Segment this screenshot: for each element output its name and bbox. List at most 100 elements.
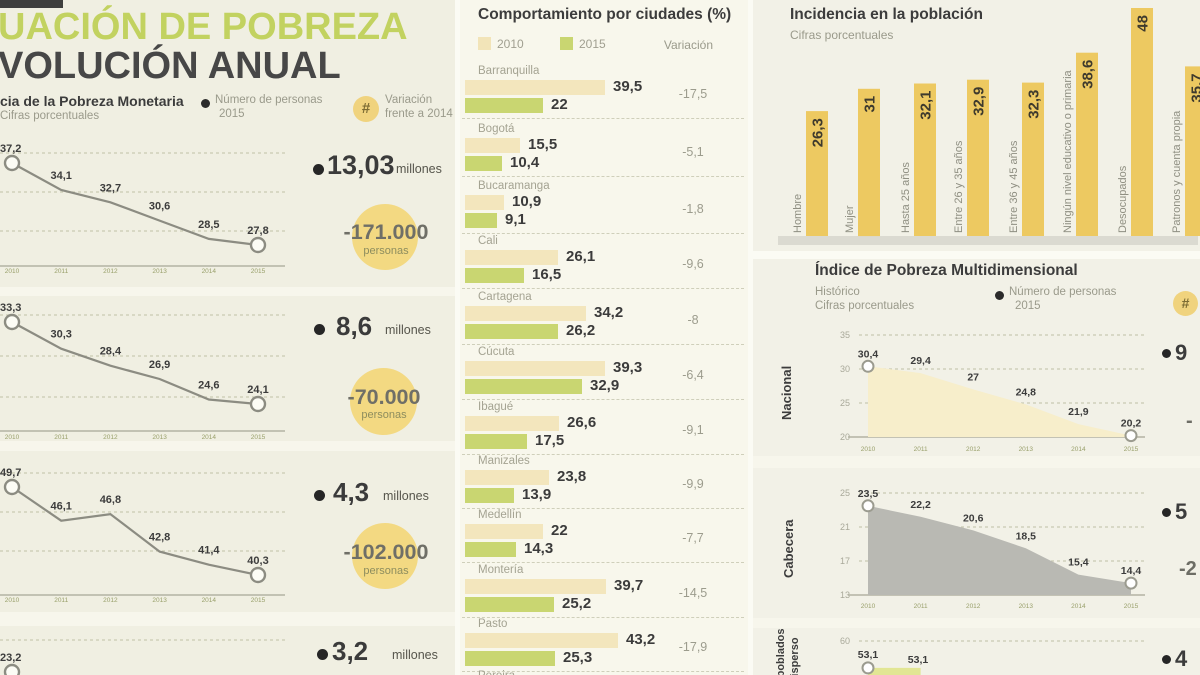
bar-2010-value: 43,2 — [626, 631, 656, 648]
svg-text:33,3: 33,3 — [0, 302, 21, 314]
svg-text:30,3: 30,3 — [50, 329, 71, 341]
millones-suffix: millones — [385, 323, 431, 337]
legend-variacion-line1: Variación — [385, 94, 433, 106]
svg-text:2015: 2015 — [1124, 603, 1139, 610]
legend-swatch-2015 — [560, 37, 573, 50]
svg-text:17: 17 — [840, 556, 850, 566]
line-chart-monetaria-3: 49,7 46,1 46,8 42,8 41,4 40,3 2010 2011 2012 2013… — [0, 467, 285, 604]
svg-text:2014: 2014 — [202, 597, 217, 604]
variacion-sub: personas — [361, 409, 407, 421]
city-label: Ibagué — [478, 401, 514, 413]
variacion-sub: personas — [363, 245, 409, 257]
row-divider — [462, 176, 744, 177]
bar-2010-value: 10,9 — [512, 193, 542, 210]
svg-text:24,1: 24,1 — [247, 384, 268, 396]
svg-text:2013: 2013 — [152, 597, 167, 604]
bar-2010-value: 39,5 — [613, 78, 643, 95]
variacion-value: -6,4 — [682, 368, 704, 382]
svg-text:38,6: 38,6 — [1080, 60, 1097, 89]
city-label: Cali — [478, 235, 498, 247]
area-chart-ipm-rural-partial: 60 53,1 53,1 — [840, 636, 1145, 675]
personas-2015-value: 4,3 — [333, 477, 370, 507]
svg-text:15,4: 15,4 — [1068, 557, 1089, 569]
svg-text:2012: 2012 — [103, 434, 118, 441]
variacion-badge — [350, 368, 417, 435]
line-chart-monetaria-1: 37,2 34,1 32,7 30,6 28,5 27,8 2010 2011 2012 2013… — [0, 143, 285, 275]
bullet-icon — [1162, 508, 1171, 517]
svg-text:35: 35 — [840, 330, 850, 340]
bullet-icon — [317, 649, 328, 660]
variacion-value: -9,1 — [682, 423, 704, 437]
variacion-column-header: Variación — [663, 38, 713, 52]
svg-text:22,2: 22,2 — [910, 499, 931, 511]
legend-variacion-line2: frente a 2014 — [385, 108, 453, 120]
bar-2010 — [465, 138, 520, 153]
bar-2010 — [465, 524, 543, 539]
row-divider — [462, 118, 744, 119]
hash-badge-icon: # — [1173, 291, 1198, 316]
svg-text:40,3: 40,3 — [247, 555, 268, 567]
svg-text:20: 20 — [840, 432, 850, 442]
svg-text:2011: 2011 — [54, 268, 68, 275]
svg-text:27,8: 27,8 — [247, 225, 268, 237]
bar-2015 — [465, 156, 502, 171]
svg-text:2010: 2010 — [5, 434, 20, 441]
svg-text:32,7: 32,7 — [100, 182, 121, 194]
area-chart-ipm-cabecera: 25 21 17 13 23,5 22,2 20,6 18,5 15,4 14,4 2010 2011… — [840, 488, 1145, 610]
bar-chart-incidencia: 26,3 Hombre 31 Mujer 32,1 Hasta 25 años 32,9 En… — [778, 8, 1200, 245]
bullet-icon — [1162, 655, 1171, 664]
city-label: Barranquilla — [478, 65, 540, 77]
bullet-icon — [995, 291, 1004, 300]
svg-text:18,5: 18,5 — [1016, 530, 1037, 542]
ipm-legend-personas-line1: Número de personas — [1009, 286, 1117, 298]
svg-text:24,6: 24,6 — [198, 380, 219, 392]
bar-2015-value: 13,9 — [522, 486, 552, 503]
svg-text:2011: 2011 — [54, 434, 68, 441]
legend-2010-label: 2010 — [497, 37, 524, 51]
ciudades-title: Comportamiento por ciudades (%) — [478, 6, 732, 23]
variacion-value: -5,1 — [682, 145, 704, 159]
incidencia-title: Incidencia en la población — [790, 6, 983, 23]
monetaria-subheading: Cifras porcentuales — [0, 110, 100, 122]
svg-text:2011: 2011 — [914, 603, 928, 610]
bar-2015 — [465, 542, 516, 557]
svg-text:Desocupados: Desocupados — [1117, 165, 1129, 233]
bar-2010-value: 39,7 — [614, 577, 644, 594]
svg-text:46,8: 46,8 — [100, 494, 121, 506]
legend-personas-line1: Número de personas — [215, 94, 323, 106]
svg-text:21: 21 — [840, 522, 850, 532]
city-label: Pereira — [478, 670, 515, 675]
bar-2015-value: 17,5 — [535, 432, 565, 449]
bullet-icon — [201, 99, 210, 108]
bar-2010 — [465, 633, 618, 648]
svg-text:31: 31 — [862, 96, 879, 113]
svg-text:2011: 2011 — [54, 597, 68, 604]
bar-2015 — [465, 98, 543, 113]
bar-2010 — [465, 306, 586, 321]
svg-text:Patronos y cuenta propia: Patronos y cuenta propia — [1171, 110, 1183, 233]
legend-swatch-2010 — [478, 37, 491, 50]
variacion-value: -17,5 — [678, 87, 708, 101]
city-label: Bucaramanga — [478, 180, 550, 192]
ipm-rural-side-number: 4 — [1175, 646, 1188, 671]
variacion-value: -1,8 — [682, 202, 704, 216]
bullet-icon — [313, 164, 324, 175]
bar-2010-value: 15,5 — [528, 136, 558, 153]
svg-text:32,3: 32,3 — [1026, 90, 1043, 119]
svg-text:13: 13 — [840, 590, 850, 600]
bar-2010 — [465, 250, 558, 265]
bullet-icon — [1162, 349, 1171, 358]
bar-2010-value: 22 — [551, 522, 568, 539]
variacion-value: -8 — [687, 313, 699, 327]
bar-2010 — [465, 470, 549, 485]
bar-2015-value: 25,3 — [563, 649, 593, 666]
variacion-badge — [352, 523, 418, 589]
variacion-sub: personas — [363, 565, 409, 577]
svg-text:2012: 2012 — [966, 446, 981, 453]
svg-text:2014: 2014 — [202, 268, 217, 275]
svg-text:2010: 2010 — [5, 597, 20, 604]
bullet-icon — [314, 490, 325, 501]
svg-text:25: 25 — [840, 488, 850, 498]
svg-text:2012: 2012 — [103, 268, 118, 275]
bar-2010-value: 34,2 — [594, 304, 624, 321]
